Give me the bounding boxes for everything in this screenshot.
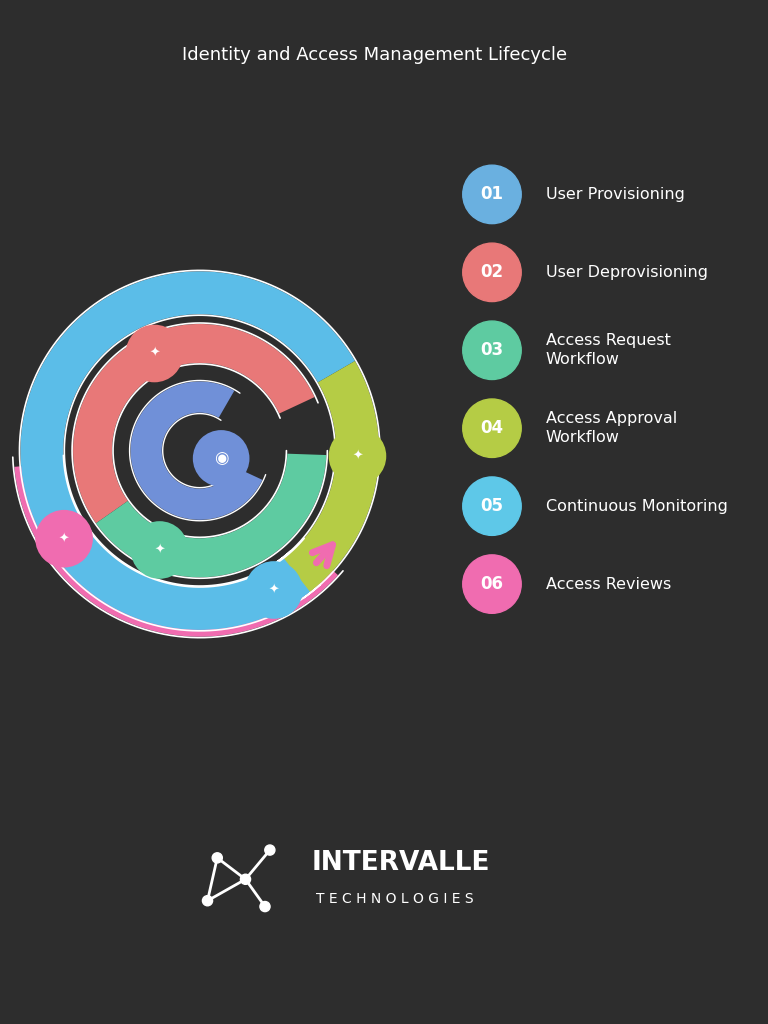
Circle shape <box>212 853 222 863</box>
Text: Continuous Monitoring: Continuous Monitoring <box>545 499 727 514</box>
Circle shape <box>463 399 521 458</box>
Text: Access Reviews: Access Reviews <box>545 577 670 592</box>
Circle shape <box>260 901 270 911</box>
Circle shape <box>36 511 92 566</box>
Circle shape <box>203 896 213 906</box>
Circle shape <box>132 522 187 578</box>
Text: INTERVALLE: INTERVALLE <box>312 850 490 876</box>
Circle shape <box>463 555 521 613</box>
Polygon shape <box>283 361 379 592</box>
Text: ✦: ✦ <box>59 532 69 545</box>
Text: ✦: ✦ <box>353 450 362 463</box>
Circle shape <box>463 477 521 536</box>
Polygon shape <box>96 454 326 578</box>
Text: ✦: ✦ <box>269 584 279 596</box>
Circle shape <box>194 431 248 485</box>
Circle shape <box>329 428 386 484</box>
Text: Identity and Access Management Lifecycle: Identity and Access Management Lifecycle <box>181 46 567 65</box>
Text: ✦: ✦ <box>149 347 160 360</box>
Text: 02: 02 <box>481 263 504 282</box>
Circle shape <box>463 165 521 223</box>
Text: User Deprovisioning: User Deprovisioning <box>545 265 707 280</box>
Text: Access Request
Workflow: Access Request Workflow <box>545 334 670 367</box>
Circle shape <box>246 562 302 617</box>
Text: 05: 05 <box>481 498 504 515</box>
Text: 01: 01 <box>481 185 504 204</box>
Text: ◉: ◉ <box>214 450 228 467</box>
Text: T E C H N O L O G I E S: T E C H N O L O G I E S <box>316 892 473 906</box>
Circle shape <box>127 326 182 381</box>
Polygon shape <box>15 463 338 637</box>
Text: 06: 06 <box>481 575 504 593</box>
Polygon shape <box>131 382 263 520</box>
Polygon shape <box>21 271 355 630</box>
Text: ✦: ✦ <box>154 544 165 556</box>
Text: 03: 03 <box>481 341 504 359</box>
Text: Access Approval
Workflow: Access Approval Workflow <box>545 412 677 445</box>
Circle shape <box>240 874 250 885</box>
Polygon shape <box>73 324 315 523</box>
Circle shape <box>265 845 275 855</box>
Circle shape <box>463 322 521 380</box>
Text: User Provisioning: User Provisioning <box>545 187 684 202</box>
Text: 04: 04 <box>481 419 504 437</box>
Circle shape <box>463 243 521 301</box>
